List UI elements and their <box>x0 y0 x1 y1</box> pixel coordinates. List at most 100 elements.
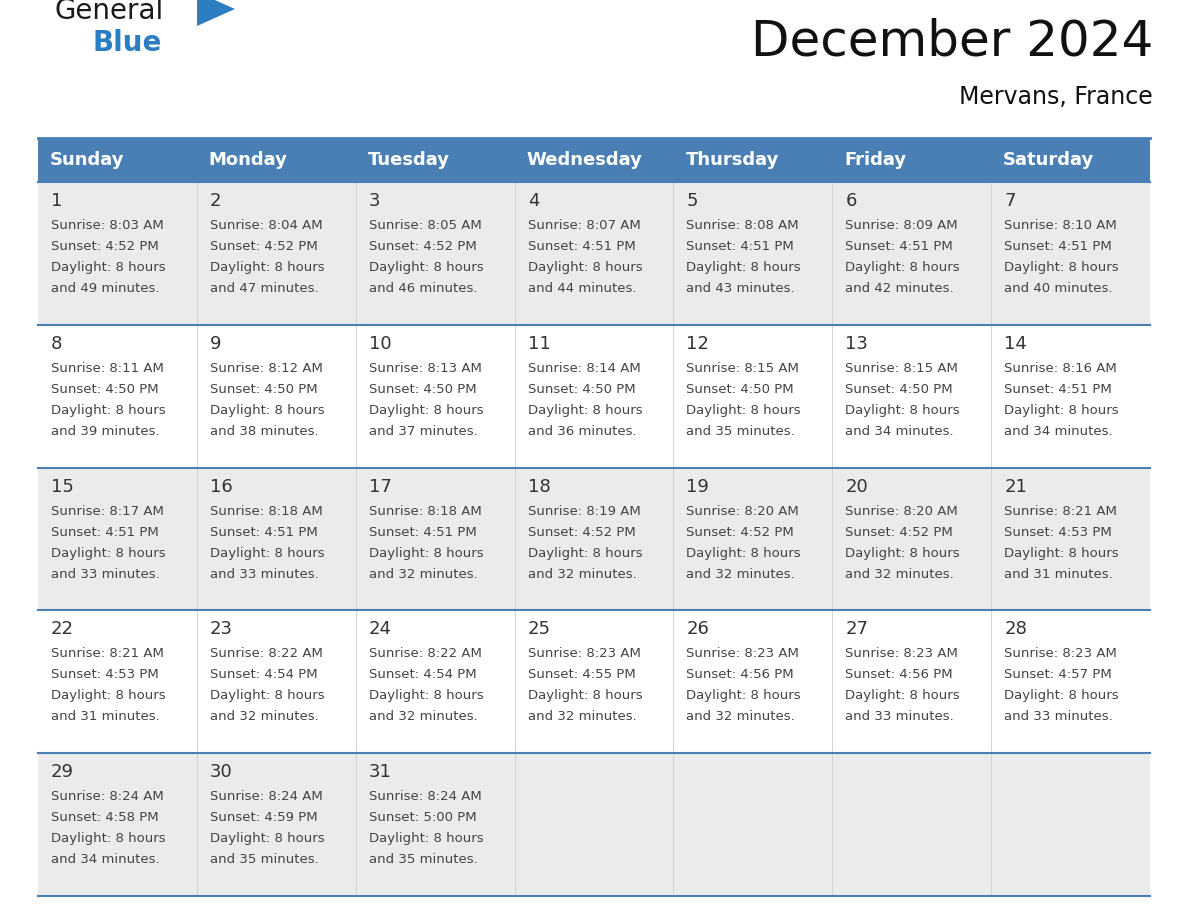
Text: Sunset: 4:50 PM: Sunset: 4:50 PM <box>368 383 476 396</box>
Text: 24: 24 <box>368 621 392 638</box>
Text: 19: 19 <box>687 477 709 496</box>
Text: 30: 30 <box>210 763 233 781</box>
Text: Daylight: 8 hours: Daylight: 8 hours <box>368 261 484 274</box>
Text: Sunrise: 8:24 AM: Sunrise: 8:24 AM <box>368 790 481 803</box>
Text: 10: 10 <box>368 335 391 353</box>
Text: Daylight: 8 hours: Daylight: 8 hours <box>51 546 165 560</box>
Text: Daylight: 8 hours: Daylight: 8 hours <box>368 546 484 560</box>
Text: Daylight: 8 hours: Daylight: 8 hours <box>51 689 165 702</box>
Text: Sunset: 4:50 PM: Sunset: 4:50 PM <box>51 383 159 396</box>
Text: Sunrise: 8:23 AM: Sunrise: 8:23 AM <box>527 647 640 660</box>
Text: Daylight: 8 hours: Daylight: 8 hours <box>1004 261 1119 274</box>
Text: Sunset: 4:50 PM: Sunset: 4:50 PM <box>210 383 317 396</box>
Text: 2: 2 <box>210 192 221 210</box>
Text: Sunrise: 8:10 AM: Sunrise: 8:10 AM <box>1004 219 1117 232</box>
Text: Sunset: 4:52 PM: Sunset: 4:52 PM <box>527 526 636 539</box>
Text: Sunrise: 8:12 AM: Sunrise: 8:12 AM <box>210 362 323 375</box>
Text: Daylight: 8 hours: Daylight: 8 hours <box>846 689 960 702</box>
Text: 23: 23 <box>210 621 233 638</box>
Text: Sunset: 4:56 PM: Sunset: 4:56 PM <box>846 668 953 681</box>
Text: 31: 31 <box>368 763 392 781</box>
Text: and 40 minutes.: and 40 minutes. <box>1004 282 1113 295</box>
Text: and 32 minutes.: and 32 minutes. <box>368 711 478 723</box>
Text: Mervans, France: Mervans, France <box>959 85 1154 109</box>
Text: Sunrise: 8:18 AM: Sunrise: 8:18 AM <box>210 505 323 518</box>
Text: and 42 minutes.: and 42 minutes. <box>846 282 954 295</box>
Text: Sunrise: 8:07 AM: Sunrise: 8:07 AM <box>527 219 640 232</box>
Text: and 35 minutes.: and 35 minutes. <box>210 853 318 867</box>
Text: Sunrise: 8:20 AM: Sunrise: 8:20 AM <box>687 505 800 518</box>
Bar <box>991 138 1150 182</box>
Text: Daylight: 8 hours: Daylight: 8 hours <box>687 546 801 560</box>
Text: and 33 minutes.: and 33 minutes. <box>51 567 159 580</box>
Text: 14: 14 <box>1004 335 1026 353</box>
Text: Daylight: 8 hours: Daylight: 8 hours <box>210 404 324 417</box>
Text: and 46 minutes.: and 46 minutes. <box>368 282 478 295</box>
Bar <box>514 138 674 182</box>
Text: Sunrise: 8:23 AM: Sunrise: 8:23 AM <box>1004 647 1117 660</box>
Text: Sunset: 4:50 PM: Sunset: 4:50 PM <box>527 383 636 396</box>
Text: Sunset: 4:51 PM: Sunset: 4:51 PM <box>846 240 953 253</box>
Text: Daylight: 8 hours: Daylight: 8 hours <box>210 833 324 845</box>
Text: 20: 20 <box>846 477 868 496</box>
Text: Daylight: 8 hours: Daylight: 8 hours <box>368 833 484 845</box>
Text: Friday: Friday <box>845 151 906 169</box>
Text: and 39 minutes.: and 39 minutes. <box>51 425 159 438</box>
Text: Sunset: 4:57 PM: Sunset: 4:57 PM <box>1004 668 1112 681</box>
Text: 7: 7 <box>1004 192 1016 210</box>
Text: Daylight: 8 hours: Daylight: 8 hours <box>368 404 484 417</box>
Bar <box>674 138 833 182</box>
Bar <box>38 182 1150 325</box>
Text: and 34 minutes.: and 34 minutes. <box>51 853 159 867</box>
Bar <box>38 138 197 182</box>
Text: Daylight: 8 hours: Daylight: 8 hours <box>51 261 165 274</box>
Text: Sunset: 4:51 PM: Sunset: 4:51 PM <box>1004 383 1112 396</box>
Bar <box>355 138 514 182</box>
Text: Sunset: 4:54 PM: Sunset: 4:54 PM <box>210 668 317 681</box>
Text: Sunrise: 8:19 AM: Sunrise: 8:19 AM <box>527 505 640 518</box>
Text: and 44 minutes.: and 44 minutes. <box>527 282 636 295</box>
Text: and 47 minutes.: and 47 minutes. <box>210 282 318 295</box>
Text: 27: 27 <box>846 621 868 638</box>
Text: Daylight: 8 hours: Daylight: 8 hours <box>51 833 165 845</box>
Text: Daylight: 8 hours: Daylight: 8 hours <box>527 261 643 274</box>
Text: Sunset: 4:59 PM: Sunset: 4:59 PM <box>210 812 317 824</box>
Text: Sunset: 4:52 PM: Sunset: 4:52 PM <box>368 240 476 253</box>
Text: Sunset: 4:52 PM: Sunset: 4:52 PM <box>51 240 159 253</box>
Text: 17: 17 <box>368 477 392 496</box>
Text: Daylight: 8 hours: Daylight: 8 hours <box>210 689 324 702</box>
Text: 11: 11 <box>527 335 550 353</box>
Text: Daylight: 8 hours: Daylight: 8 hours <box>210 261 324 274</box>
Text: Sunrise: 8:15 AM: Sunrise: 8:15 AM <box>846 362 959 375</box>
Text: and 32 minutes.: and 32 minutes. <box>527 711 637 723</box>
Text: and 31 minutes.: and 31 minutes. <box>1004 567 1113 580</box>
Text: Sunset: 4:55 PM: Sunset: 4:55 PM <box>527 668 636 681</box>
Text: Sunrise: 8:08 AM: Sunrise: 8:08 AM <box>687 219 800 232</box>
Text: Sunset: 4:51 PM: Sunset: 4:51 PM <box>527 240 636 253</box>
Text: Sunset: 4:52 PM: Sunset: 4:52 PM <box>210 240 317 253</box>
Text: Daylight: 8 hours: Daylight: 8 hours <box>1004 689 1119 702</box>
Text: Sunrise: 8:03 AM: Sunrise: 8:03 AM <box>51 219 164 232</box>
Text: Sunrise: 8:13 AM: Sunrise: 8:13 AM <box>368 362 481 375</box>
Text: and 38 minutes.: and 38 minutes. <box>210 425 318 438</box>
Text: Daylight: 8 hours: Daylight: 8 hours <box>210 546 324 560</box>
Text: 3: 3 <box>368 192 380 210</box>
Text: and 32 minutes.: and 32 minutes. <box>527 567 637 580</box>
Text: and 37 minutes.: and 37 minutes. <box>368 425 478 438</box>
Text: Daylight: 8 hours: Daylight: 8 hours <box>527 404 643 417</box>
Text: December 2024: December 2024 <box>751 18 1154 66</box>
Text: Sunset: 4:53 PM: Sunset: 4:53 PM <box>1004 526 1112 539</box>
Text: General: General <box>55 0 164 25</box>
Text: Sunset: 4:56 PM: Sunset: 4:56 PM <box>687 668 794 681</box>
Text: Sunrise: 8:09 AM: Sunrise: 8:09 AM <box>846 219 958 232</box>
Text: Sunrise: 8:04 AM: Sunrise: 8:04 AM <box>210 219 322 232</box>
Text: Sunrise: 8:24 AM: Sunrise: 8:24 AM <box>210 790 323 803</box>
Text: and 33 minutes.: and 33 minutes. <box>210 567 318 580</box>
Text: Sunset: 4:51 PM: Sunset: 4:51 PM <box>1004 240 1112 253</box>
Text: Sunset: 4:52 PM: Sunset: 4:52 PM <box>687 526 795 539</box>
Text: Sunset: 4:51 PM: Sunset: 4:51 PM <box>51 526 159 539</box>
Text: Sunrise: 8:22 AM: Sunrise: 8:22 AM <box>210 647 323 660</box>
Text: Daylight: 8 hours: Daylight: 8 hours <box>527 546 643 560</box>
Text: Sunrise: 8:16 AM: Sunrise: 8:16 AM <box>1004 362 1117 375</box>
Text: and 36 minutes.: and 36 minutes. <box>527 425 637 438</box>
